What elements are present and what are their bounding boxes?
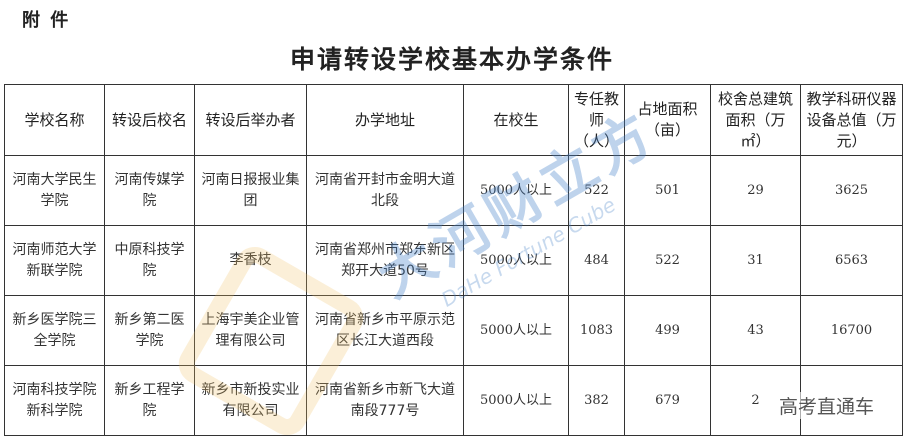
col-header: 占地面积（亩）	[624, 84, 711, 156]
table-cell: 新乡工程学院	[104, 365, 195, 436]
table-cell: 16700	[800, 295, 903, 366]
table-cell: 河南省开封市金明大道北段	[306, 155, 464, 226]
table-cell: 5000人以上	[463, 225, 569, 296]
table-cell: 新乡第二医学院	[104, 295, 195, 366]
table-cell: 5000人以上	[463, 155, 569, 226]
table-cell: 中原科技学院	[104, 225, 195, 296]
table-cell: 河南省郑州市郑东新区郑开大道50号	[306, 225, 464, 296]
col-header: 专任教师（人）	[568, 84, 625, 156]
table-cell: 382	[568, 365, 625, 436]
table-cell	[800, 365, 903, 436]
table-cell: 5000人以上	[463, 295, 569, 366]
table-header-row: 学校名称 转设后校名 转设后举办者 办学地址 在校生 专任教师（人） 占地面积（…	[4, 84, 903, 156]
table-cell: 5000人以上	[463, 365, 569, 436]
table-cell: 499	[624, 295, 711, 366]
table-cell: 2	[710, 365, 801, 436]
table-row: 河南大学民生学院 河南传媒学院 河南日报报业集团 河南省开封市金明大道北段 5000人以…	[4, 155, 903, 226]
table-row: 新乡医学院三全学院 新乡第二医学院 上海宇美企业管理有限公司 河南省新乡市平原示范区长…	[4, 295, 903, 366]
table-cell: 31	[710, 225, 801, 296]
col-header: 办学地址	[306, 84, 464, 156]
table-cell: 河南科技学院新科学院	[4, 365, 105, 436]
table-cell: 522	[568, 155, 625, 226]
table-cell: 河南省新乡市新飞大道南段777号	[306, 365, 464, 436]
table-cell: 河南省新乡市平原示范区长江大道西段	[306, 295, 464, 366]
table-cell: 河南传媒学院	[104, 155, 195, 226]
table-cell: 河南日报报业集团	[194, 155, 307, 226]
col-header: 在校生	[463, 84, 569, 156]
table-cell: 河南师范大学新联学院	[4, 225, 105, 296]
conditions-table: 学校名称 转设后校名 转设后举办者 办学地址 在校生 专任教师（人） 占地面积（…	[4, 84, 903, 436]
page-title: 申请转设学校基本办学条件	[289, 45, 614, 74]
table-cell: 484	[568, 225, 625, 296]
col-header: 转设后举办者	[194, 84, 307, 156]
table-cell: 上海宇美企业管理有限公司	[194, 295, 307, 366]
table-cell: 29	[710, 155, 801, 226]
table-cell: 6563	[800, 225, 903, 296]
table-cell: 新乡市新投实业有限公司	[194, 365, 307, 436]
table-cell: 43	[710, 295, 801, 366]
col-header: 教学科研仪器设备总值（万元）	[800, 84, 903, 156]
table-row: 河南科技学院新科学院 新乡工程学院 新乡市新投实业有限公司 河南省新乡市新飞大道南段7…	[4, 365, 903, 436]
col-header: 转设后校名	[104, 84, 195, 156]
table-cell: 3625	[800, 155, 903, 226]
col-header: 校舍总建筑面积（万㎡）	[710, 84, 801, 156]
table-row: 河南师范大学新联学院 中原科技学院 李香枝 河南省郑州市郑东新区郑开大道50号 5000…	[4, 225, 903, 296]
table-cell: 河南大学民生学院	[4, 155, 105, 226]
table-cell: 501	[624, 155, 711, 226]
table-cell: 新乡医学院三全学院	[4, 295, 105, 366]
table-cell: 李香枝	[194, 225, 307, 296]
table-cell: 522	[624, 225, 711, 296]
table-cell: 1083	[568, 295, 625, 366]
table-cell: 679	[624, 365, 711, 436]
col-header: 学校名称	[4, 84, 105, 156]
annex-label: 附 件	[22, 10, 71, 31]
